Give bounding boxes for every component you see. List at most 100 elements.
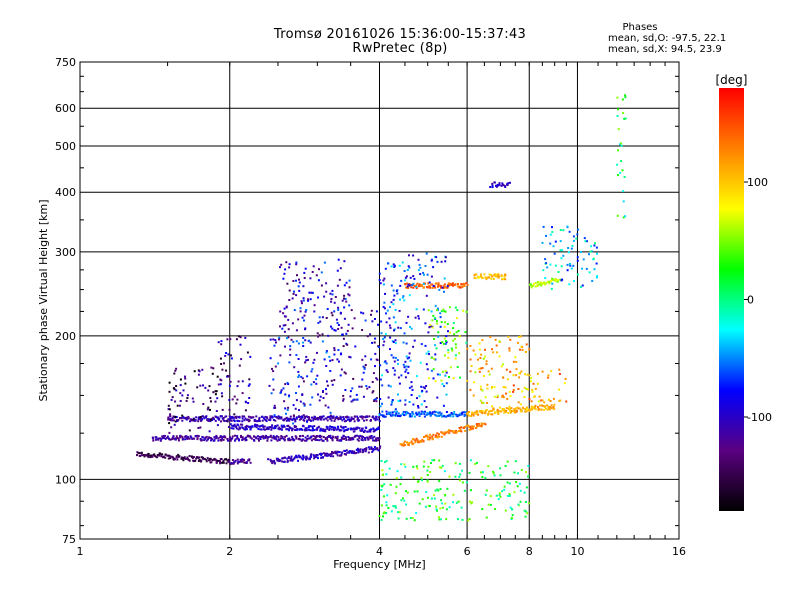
data-point [370, 435, 373, 437]
data-point [334, 426, 337, 429]
data-point [220, 392, 223, 395]
data-point [504, 186, 507, 188]
data-point [157, 437, 160, 440]
data-point [624, 94, 627, 97]
data-point [412, 275, 415, 278]
data-point [276, 424, 279, 427]
data-point [512, 389, 515, 391]
data-point [428, 281, 431, 284]
data-point [235, 425, 237, 428]
data-point [435, 434, 437, 437]
data-point [339, 267, 342, 270]
data-point [459, 412, 462, 415]
data-point [402, 295, 405, 298]
data-point [353, 398, 356, 401]
data-point [238, 438, 240, 441]
data-point [322, 429, 324, 432]
data-point [326, 426, 329, 429]
data-point [518, 376, 521, 379]
data-point [319, 418, 322, 421]
data-point [303, 319, 305, 322]
data-point [307, 298, 310, 301]
data-point [513, 471, 516, 474]
data-point [410, 286, 413, 289]
data-point [211, 438, 213, 441]
data-point [167, 416, 170, 419]
data-point [332, 452, 335, 454]
data-point [544, 283, 546, 286]
data-point [448, 506, 451, 509]
data-point [529, 380, 532, 383]
data-point [232, 462, 235, 465]
data-point [182, 459, 185, 462]
data-point [375, 437, 378, 440]
data-point [344, 429, 347, 432]
data-point [358, 427, 361, 430]
data-point [447, 351, 450, 354]
data-point [503, 485, 506, 488]
data-point [552, 397, 555, 400]
data-point [384, 267, 387, 270]
data-point [183, 417, 186, 420]
data-point [325, 317, 328, 319]
data-point [331, 435, 334, 438]
data-point [443, 470, 446, 473]
data-point [325, 388, 327, 391]
data-point [236, 423, 239, 426]
data-point [306, 434, 309, 437]
data-point [357, 449, 360, 452]
data-point [414, 439, 417, 442]
data-point [525, 343, 528, 346]
data-point [404, 360, 407, 363]
data-point [169, 455, 172, 458]
data-point [245, 439, 248, 441]
data-point [405, 342, 408, 345]
data-point [469, 370, 472, 373]
data-point [233, 395, 236, 398]
data-point [465, 341, 468, 344]
data-point [554, 280, 557, 283]
phases-legend-title: Phases [622, 22, 658, 33]
data-point [484, 423, 487, 426]
data-point [381, 384, 384, 387]
data-point [322, 439, 325, 442]
data-point [303, 403, 306, 406]
data-point [434, 358, 437, 361]
data-point [324, 404, 327, 407]
data-point [381, 469, 384, 472]
data-point [272, 338, 275, 341]
y-tick-label: 75 [62, 533, 76, 546]
data-point [337, 418, 340, 421]
data-point [205, 416, 207, 419]
data-point [297, 459, 299, 462]
data-point [359, 448, 362, 451]
data-point [427, 282, 430, 285]
data-point [295, 279, 297, 282]
data-point [362, 395, 365, 398]
data-point [300, 457, 303, 460]
data-point [400, 374, 403, 377]
data-point [168, 390, 171, 393]
data-point [320, 454, 323, 457]
data-point [617, 174, 619, 177]
data-point [297, 342, 300, 345]
data-point [545, 234, 547, 237]
data-point [406, 269, 409, 271]
data-point [507, 412, 510, 415]
data-point [404, 403, 407, 406]
data-point [350, 400, 353, 403]
data-point [315, 274, 318, 277]
data-point [544, 282, 547, 285]
data-point [565, 400, 568, 403]
data-point [205, 459, 208, 461]
data-point [430, 369, 433, 372]
data-point [339, 311, 342, 314]
data-point [447, 414, 450, 417]
data-point [356, 417, 359, 420]
data-point [486, 387, 489, 390]
data-point [481, 339, 484, 342]
data-point [415, 308, 418, 311]
data-point [282, 387, 285, 390]
data-point [441, 464, 444, 467]
data-point [363, 429, 366, 432]
